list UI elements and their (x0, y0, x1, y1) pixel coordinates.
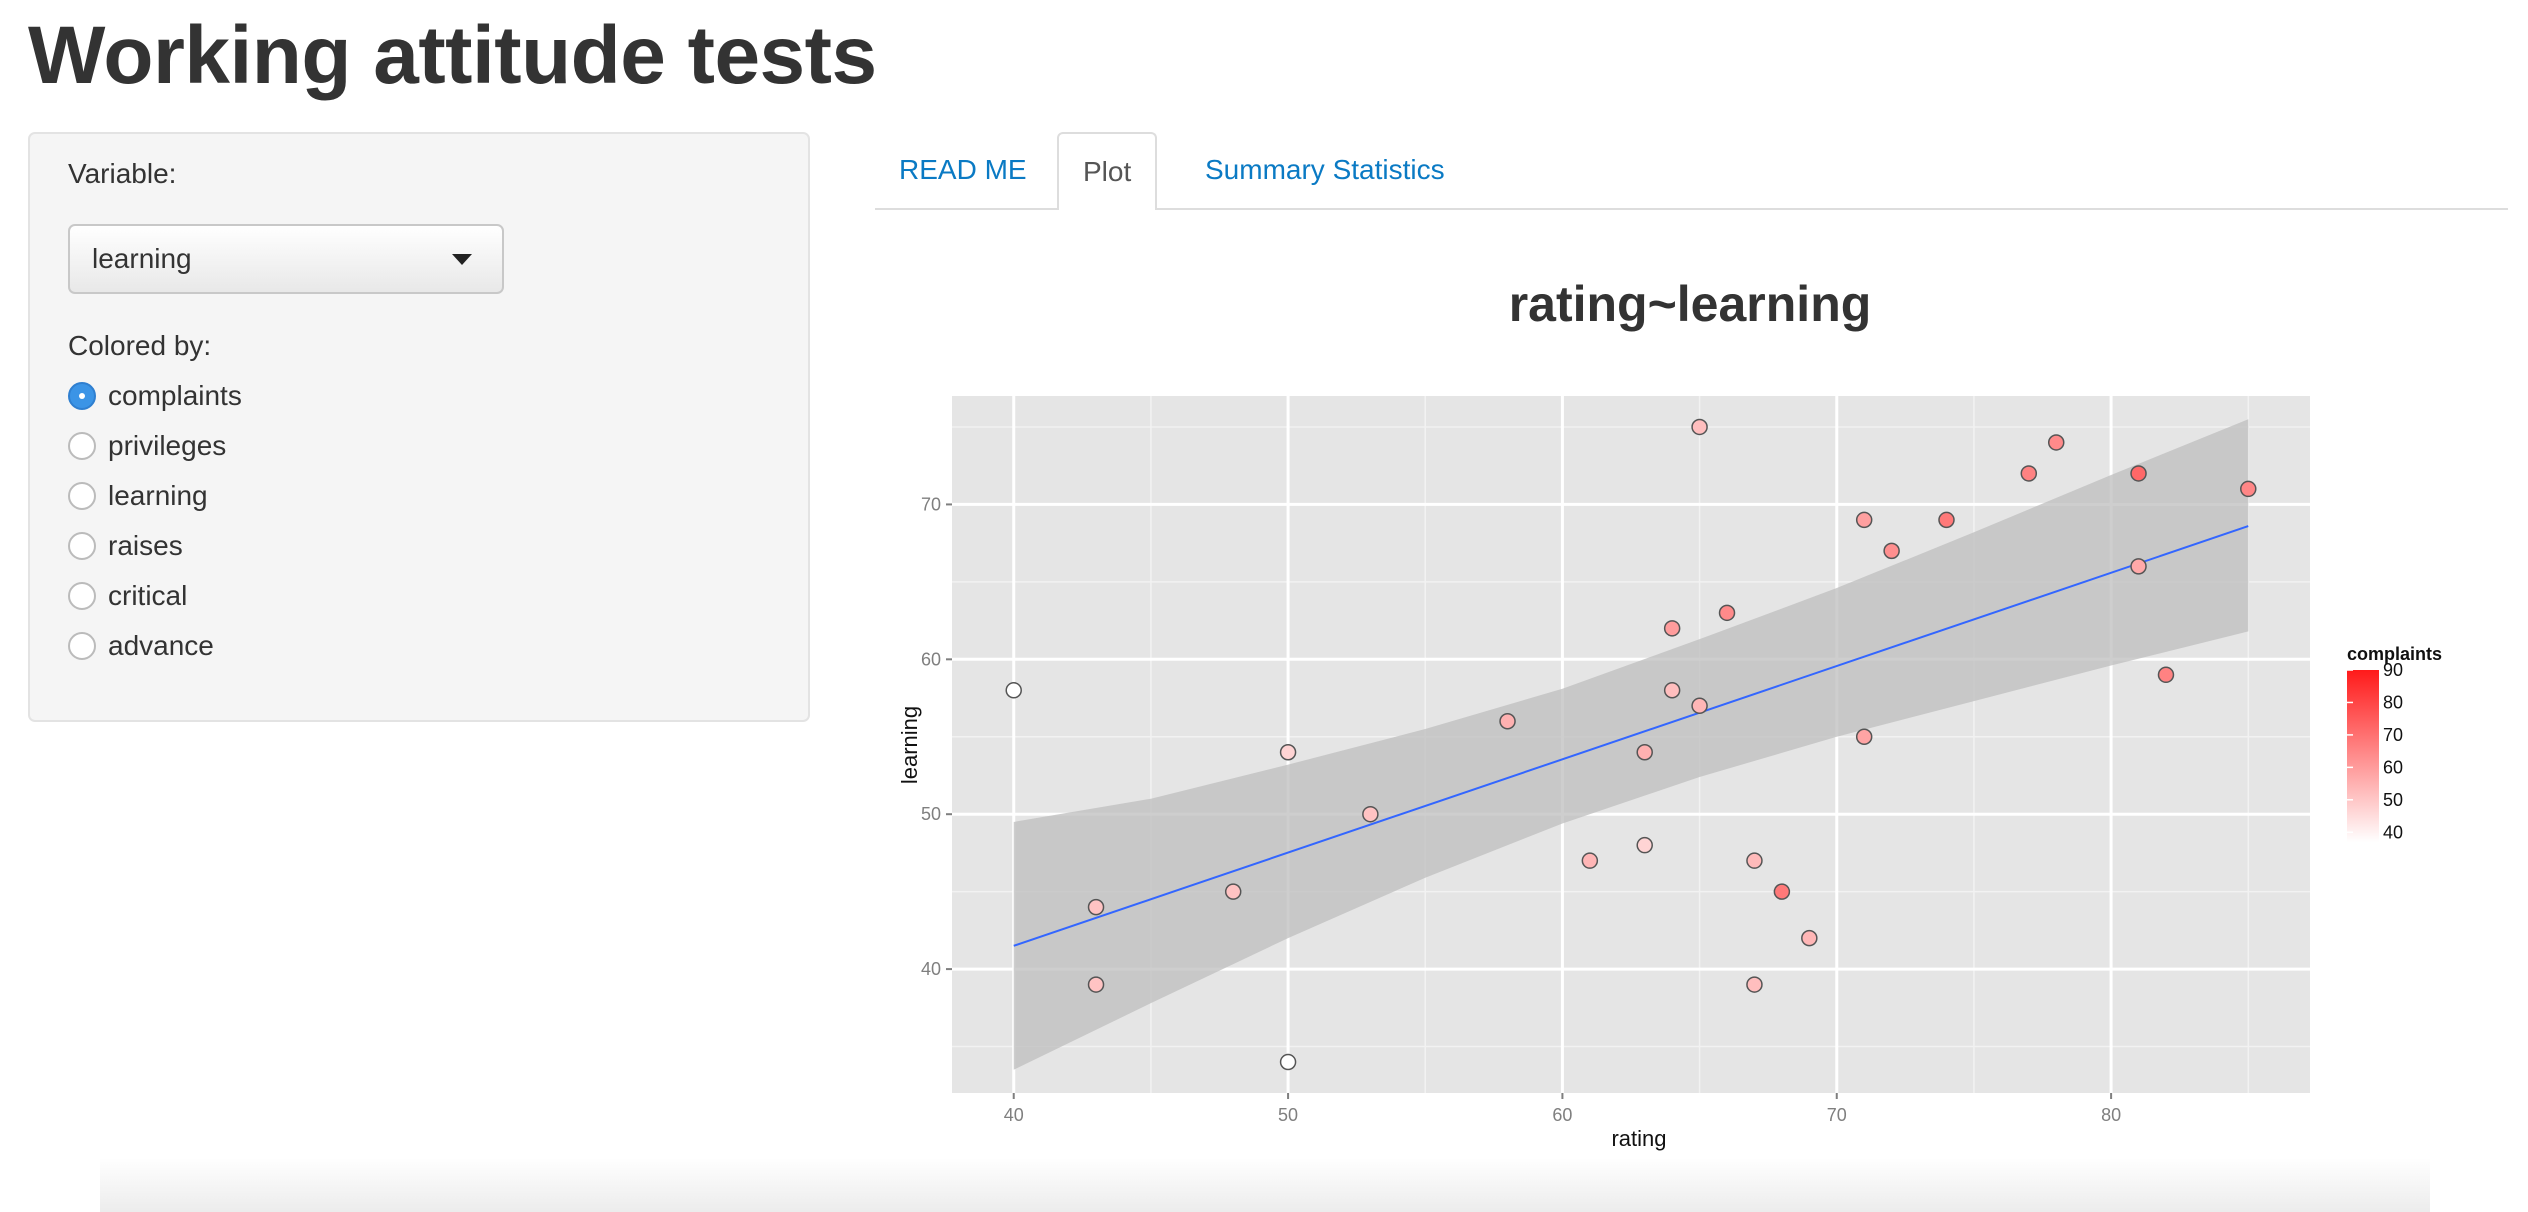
data-point (1636, 743, 1653, 761)
data-point (2130, 558, 2147, 575)
legend-tick-label: 80 (2383, 692, 2403, 712)
x-tick-label: 50 (1278, 1105, 1298, 1125)
variable-select-value: learning (92, 243, 192, 274)
data-point (1663, 682, 1681, 699)
data-point (1773, 883, 1791, 900)
radio-button-icon[interactable] (68, 482, 96, 510)
legend-tick-label: 40 (2383, 822, 2403, 842)
data-point (1855, 511, 1873, 529)
radio-label: complaints (108, 380, 242, 411)
legend-tick-label: 90 (2383, 660, 2403, 680)
data-point (2157, 666, 2175, 684)
legend-title: complaints (2347, 644, 2442, 664)
data-point (1224, 883, 1242, 900)
data-point (1746, 976, 1763, 993)
x-tick-label: 40 (1004, 1105, 1024, 1125)
chart-title: rating~learning (1509, 276, 1872, 332)
legend-tick-label: 50 (2383, 790, 2403, 810)
radio-button-icon[interactable] (68, 582, 96, 610)
radio-button-icon[interactable] (68, 632, 96, 660)
y-axis-label: learning (897, 706, 922, 784)
data-point (1499, 713, 1516, 730)
variable-select[interactable]: learning (68, 224, 504, 294)
data-point (1005, 682, 1022, 699)
y-tick-label: 50 (921, 804, 941, 824)
scatter-plot: rating~learning 40 50 60 70 80 40 50 60 70 rati… (897, 276, 2442, 1151)
radio-label: critical (108, 580, 188, 611)
y-tick-label: 60 (921, 649, 941, 669)
confidence-band (1013, 419, 2249, 1070)
color-legend: complaints 40 50 60 70 80 90 (2347, 644, 2442, 842)
data-point (2240, 480, 2257, 498)
data-point (1581, 852, 1599, 869)
data-point (1801, 929, 1818, 947)
data-point (2047, 434, 2065, 451)
data-point (1362, 805, 1379, 823)
colored-by-label: Colored by: (68, 330, 212, 361)
data-point (1279, 1053, 1297, 1071)
x-tick-label: 80 (2101, 1105, 2121, 1125)
variable-label: Variable: (68, 158, 177, 189)
chevron-down-icon (452, 254, 472, 265)
radio-button-icon[interactable] (68, 532, 96, 560)
legend-colorbar (2347, 670, 2379, 842)
data-point (1087, 976, 1105, 993)
radio-label: raises (108, 530, 183, 561)
x-axis-label: rating (1611, 1126, 1666, 1151)
data-point (1663, 620, 1681, 637)
regression-line (1013, 525, 2249, 947)
data-point (1718, 604, 1736, 622)
radio-label: learning (108, 480, 208, 511)
data-point (2130, 465, 2147, 482)
y-tick-label: 70 (921, 494, 941, 514)
radio-label: advance (108, 630, 214, 661)
x-tick-label: 70 (1827, 1105, 1847, 1125)
data-point (1636, 836, 1653, 854)
data-point (2020, 465, 2038, 482)
legend-tick-label: 60 (2383, 757, 2403, 777)
radio-button-icon[interactable] (68, 382, 96, 410)
x-tick-label: 60 (1552, 1105, 1572, 1125)
data-point (1279, 743, 1297, 761)
app-title: Working attitude tests (28, 10, 877, 101)
y-tick-label: 40 (921, 959, 941, 979)
data-point (1883, 542, 1900, 560)
legend-tick-label: 70 (2383, 725, 2403, 745)
radio-button-icon[interactable] (68, 432, 96, 460)
radio-label: privileges (108, 430, 227, 461)
y-axis-ticks: 40 50 60 70 (921, 494, 952, 979)
data-points (1005, 418, 2257, 1071)
tab-plot[interactable]: Plot (1057, 132, 1158, 210)
legend-ticks: 40 50 60 70 80 90 (2347, 660, 2403, 842)
sidebar-panel: Variable: learning Colored by: complaint… (28, 132, 810, 722)
tab-bar: READ ME Plot Summary Statistics (875, 132, 2508, 210)
tab-summary-statistics[interactable]: Summary Statistics (1205, 154, 1445, 185)
data-point (1855, 728, 1873, 746)
page-footer-shadow (100, 1158, 2430, 1212)
tab-read-me[interactable]: READ ME (899, 154, 1027, 185)
data-point (1691, 697, 1708, 715)
data-point (1087, 898, 1105, 916)
x-axis-ticks: 40 50 60 70 80 (1004, 1093, 2121, 1125)
data-point (1938, 511, 1955, 529)
data-point (1746, 852, 1763, 869)
data-point (1691, 418, 1708, 436)
